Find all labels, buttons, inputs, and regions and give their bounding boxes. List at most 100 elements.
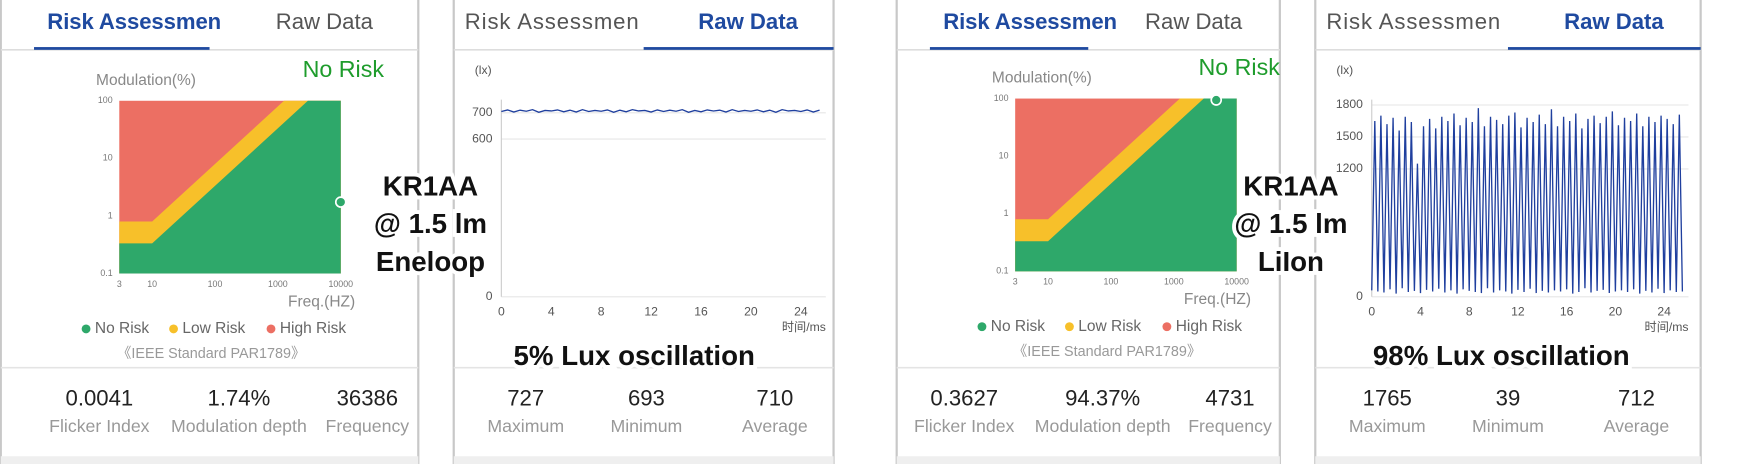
stat-value: 727 bbox=[507, 386, 544, 411]
stat-value: 0.0041 bbox=[66, 386, 134, 411]
annotation: KR1AA bbox=[1243, 171, 1338, 202]
x-tick-label: 20 bbox=[744, 305, 758, 319]
x-axis-label: 时间/ms bbox=[782, 320, 826, 334]
y-axis-label: Modulation(%) bbox=[992, 70, 1092, 87]
x-tick-label: 10000 bbox=[328, 279, 353, 289]
x-axis-label: Freq.(HZ) bbox=[1184, 291, 1251, 308]
y-tick-label: 1 bbox=[1004, 208, 1009, 218]
annotation: @ 1.5 lm bbox=[1234, 208, 1347, 239]
x-tick-label: 1000 bbox=[268, 279, 288, 289]
x-tick-label: 0 bbox=[498, 305, 505, 319]
x-tick-label: 8 bbox=[1466, 305, 1473, 319]
stat-value: 0.3627 bbox=[930, 386, 998, 411]
y-tick-label: 1800 bbox=[1336, 97, 1363, 111]
x-tick-label: 10 bbox=[147, 279, 157, 289]
tab[interactable]: Raw Data bbox=[1564, 9, 1664, 34]
y-axis-label: Modulation(%) bbox=[96, 72, 196, 89]
lux-trace bbox=[501, 108, 820, 113]
x-tick-label: 8 bbox=[598, 305, 605, 319]
annotation: 98% Lux oscillation bbox=[1373, 340, 1630, 371]
legend-dot bbox=[1065, 322, 1074, 332]
stat-label: Frequency bbox=[326, 416, 410, 436]
x-tick-label: 20 bbox=[1609, 305, 1623, 319]
tab[interactable]: Risk Assessmen bbox=[1326, 9, 1500, 34]
stat-value: 693 bbox=[628, 386, 665, 411]
risk-status: No Risk bbox=[1198, 54, 1280, 80]
bottom-strip bbox=[1315, 456, 1701, 466]
annotation: LiIon bbox=[1258, 246, 1324, 277]
x-tick-label: 12 bbox=[644, 305, 658, 319]
x-tick-label: 16 bbox=[1560, 305, 1574, 319]
stat-label: Minimum bbox=[611, 416, 683, 436]
tab[interactable]: Risk Assessmen bbox=[943, 9, 1117, 34]
legend-dot bbox=[266, 324, 276, 334]
legend-dot bbox=[1162, 322, 1172, 332]
no-risk-zone bbox=[1015, 98, 1237, 272]
y-tick-label: 100 bbox=[98, 95, 113, 105]
y-tick-label: 10 bbox=[999, 150, 1009, 160]
x-tick-label: 1000 bbox=[1164, 277, 1184, 287]
lux-trace bbox=[1371, 108, 1684, 294]
tab-underline bbox=[643, 47, 834, 50]
tab[interactable]: Raw Data bbox=[1145, 9, 1243, 34]
tab[interactable]: Risk Assessmen bbox=[465, 9, 639, 34]
measurement-point bbox=[1210, 94, 1223, 106]
risk-status: No Risk bbox=[303, 56, 385, 82]
tab[interactable]: Raw Data bbox=[698, 9, 798, 34]
x-tick-label: 100 bbox=[208, 279, 223, 289]
bottom-strip bbox=[453, 456, 834, 466]
y-tick-label: 100 bbox=[994, 93, 1009, 103]
stat-label: Minimum bbox=[1472, 416, 1544, 436]
stat-label: Maximum bbox=[1349, 416, 1426, 436]
y-tick-label: 1200 bbox=[1336, 161, 1363, 175]
stat-label: Maximum bbox=[487, 416, 564, 436]
legend-label: High Risk bbox=[280, 320, 347, 337]
legend-label: High Risk bbox=[1176, 318, 1243, 335]
tab[interactable]: Raw Data bbox=[276, 9, 374, 34]
x-tick-label: 4 bbox=[1417, 305, 1424, 319]
stat-label: Average bbox=[1604, 416, 1670, 436]
y-tick-label: 0 bbox=[1356, 289, 1363, 303]
legend-label: Low Risk bbox=[1078, 318, 1141, 335]
tab-underline bbox=[34, 47, 210, 50]
x-tick-label: 16 bbox=[694, 305, 708, 319]
tab-underline bbox=[929, 47, 1089, 50]
x-tick-label: 4 bbox=[548, 305, 555, 319]
tab-underline bbox=[1507, 47, 1701, 50]
y-tick-label: 0.1 bbox=[100, 268, 112, 278]
legend-label: No Risk bbox=[991, 318, 1046, 335]
legend-label: No Risk bbox=[95, 320, 150, 337]
legend-dot bbox=[169, 324, 178, 334]
standard-note: 《IEEE Standard PAR1789》 bbox=[1013, 343, 1201, 360]
stat-value: 710 bbox=[756, 386, 793, 411]
y-tick-label: 600 bbox=[472, 131, 493, 145]
y-tick-label: 1500 bbox=[1336, 129, 1363, 143]
x-tick-label: 3 bbox=[117, 279, 122, 289]
stat-value: 39 bbox=[1496, 386, 1521, 411]
x-tick-label: 100 bbox=[1104, 277, 1119, 287]
x-tick-label: 3 bbox=[1013, 277, 1018, 287]
x-tick-label: 0 bbox=[1368, 305, 1375, 319]
x-axis-label: Freq.(HZ) bbox=[288, 293, 355, 310]
annotation: Eneloop bbox=[376, 246, 485, 277]
stat-label: Modulation depth bbox=[171, 416, 307, 436]
stat-value: 1.74% bbox=[208, 386, 271, 411]
stat-label: Modulation depth bbox=[1035, 416, 1171, 436]
stat-label: Frequency bbox=[1188, 416, 1272, 436]
x-tick-label: 10 bbox=[1043, 277, 1053, 287]
annotation: 5% Lux oscillation bbox=[514, 340, 755, 371]
tab[interactable]: Risk Assessmen bbox=[47, 9, 221, 34]
measurement-point bbox=[334, 196, 347, 208]
y-tick-label: 1 bbox=[108, 210, 113, 220]
standard-note: 《IEEE Standard PAR1789》 bbox=[117, 345, 305, 362]
stat-value: 94.37% bbox=[1065, 386, 1140, 411]
x-axis-label: 时间/ms bbox=[1645, 320, 1689, 334]
y-tick-label: 0.1 bbox=[996, 266, 1008, 276]
bottom-strip bbox=[896, 456, 1280, 466]
legend-dot bbox=[977, 322, 987, 332]
stat-label: Flicker Index bbox=[914, 416, 1014, 436]
x-tick-label: 24 bbox=[1657, 305, 1671, 319]
panel bbox=[452, 0, 835, 469]
stat-value: 712 bbox=[1618, 386, 1655, 411]
